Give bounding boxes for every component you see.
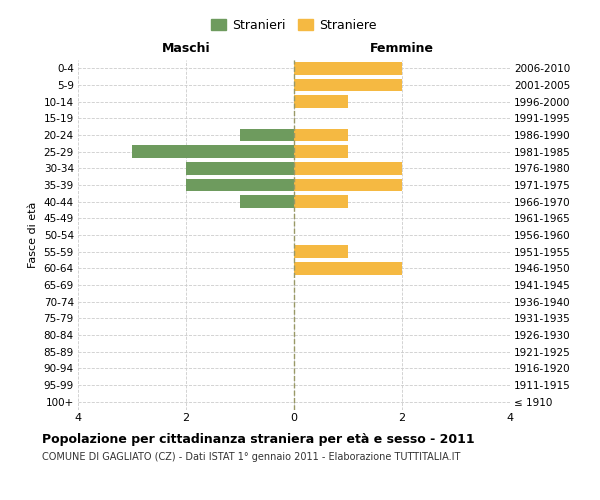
Bar	[186, 179, 294, 192]
Bar	[240, 129, 294, 141]
Bar	[294, 96, 348, 108]
Bar	[294, 179, 402, 192]
Bar	[294, 162, 402, 174]
Bar	[186, 162, 294, 174]
Text: Maschi: Maschi	[161, 42, 211, 55]
Bar	[132, 146, 294, 158]
Bar	[294, 129, 348, 141]
Y-axis label: Fasce di età: Fasce di età	[28, 202, 38, 268]
Bar	[294, 196, 348, 208]
Text: Femmine: Femmine	[370, 42, 434, 55]
Text: Popolazione per cittadinanza straniera per età e sesso - 2011: Popolazione per cittadinanza straniera p…	[42, 432, 475, 446]
Bar	[294, 79, 402, 92]
Bar	[294, 62, 402, 74]
Text: COMUNE DI GAGLIATO (CZ) - Dati ISTAT 1° gennaio 2011 - Elaborazione TUTTITALIA.I: COMUNE DI GAGLIATO (CZ) - Dati ISTAT 1° …	[42, 452, 460, 462]
Bar	[240, 196, 294, 208]
Bar	[294, 262, 402, 274]
Bar	[294, 146, 348, 158]
Legend: Stranieri, Straniere: Stranieri, Straniere	[206, 14, 382, 37]
Bar	[294, 246, 348, 258]
